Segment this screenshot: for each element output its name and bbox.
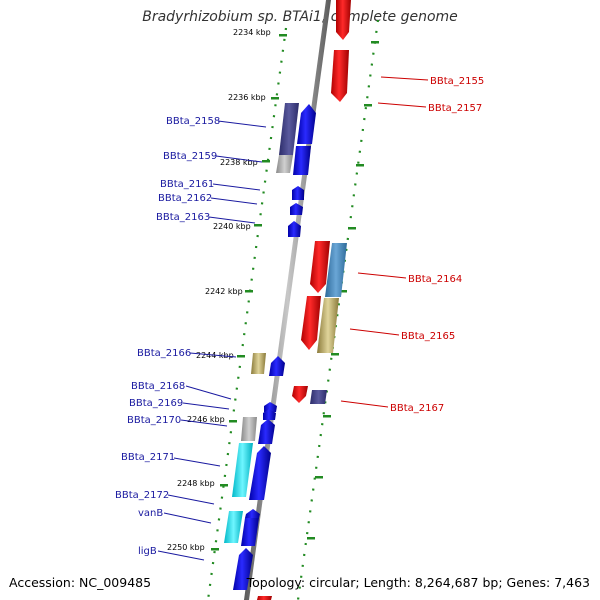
kbp-tick-label: 2242 kbp — [205, 287, 243, 296]
gene-label-bbta-2159: BBta_2159 — [163, 151, 217, 162]
gene-label-bbta-2157: BBta_2157 — [428, 103, 482, 114]
forward-gene[interactable] — [232, 443, 253, 497]
gene-label-bbta-2155: BBta_2155 — [430, 76, 484, 87]
forward-gene[interactable] — [269, 356, 285, 376]
topology-text: Topology: circular; Length: 8,264,687 bp… — [246, 575, 590, 590]
forward-gene[interactable] — [264, 402, 277, 412]
gene-label-bbta-2170: BBta_2170 — [127, 415, 181, 426]
gene-label-vanb: vanB — [138, 508, 163, 519]
forward-gene[interactable] — [279, 103, 299, 155]
forward-gene[interactable] — [292, 186, 304, 200]
accession-text: Accession: NC_009485 — [9, 575, 152, 590]
kbp-tick-label: 2250 kbp — [167, 543, 205, 552]
gene-label-bbta-2158: BBta_2158 — [166, 116, 220, 127]
reverse-gene[interactable] — [292, 386, 308, 403]
gene-label-bbta-2171: BBta_2171 — [121, 452, 175, 463]
left-ruler-ticks — [211, 34, 287, 551]
right-ruler-ticks — [307, 41, 379, 540]
forward-gene[interactable] — [297, 104, 316, 144]
gene-label-bbta-2169: BBta_2169 — [129, 398, 183, 409]
forward-gene[interactable] — [293, 146, 311, 175]
reverse-gene[interactable] — [325, 243, 347, 297]
gene-label-bbta-2162: BBta_2162 — [158, 193, 212, 204]
gene-label-bbta-2164: BBta_2164 — [408, 274, 462, 285]
forward-gene[interactable] — [241, 417, 257, 441]
gene-label-bbta-2163: BBta_2163 — [156, 212, 210, 223]
forward-gene[interactable] — [290, 203, 303, 215]
kbp-tick-label: 2238 kbp — [220, 158, 258, 167]
reverse-gene[interactable] — [331, 50, 349, 102]
reverse-gene[interactable] — [301, 296, 321, 350]
left-leader-lines — [157, 120, 267, 561]
forward-gene[interactable] — [233, 548, 253, 590]
gene-label-bbta-2165: BBta_2165 — [401, 331, 455, 342]
forward-gene[interactable] — [276, 155, 293, 173]
gene-label-bbta-2161: BBta_2161 — [160, 179, 214, 190]
reverse-gene[interactable] — [310, 390, 327, 404]
kbp-tick-label: 2240 kbp — [213, 222, 251, 231]
forward-gene[interactable] — [224, 511, 243, 543]
gene-label-bbta-2168: BBta_2168 — [131, 381, 185, 392]
right-gene-labels: BBta_2155 BBta_2157 BBta_2164 BBta_2165 … — [390, 76, 484, 414]
gene-label-bbta-2166: BBta_2166 — [137, 348, 191, 359]
forward-gene[interactable] — [241, 518, 259, 546]
forward-gene[interactable] — [263, 409, 276, 420]
right-leader-lines — [340, 76, 429, 408]
kbp-tick-label: 2236 kbp — [228, 93, 266, 102]
gene-label-ligb: ligB — [138, 546, 157, 557]
reverse-gene[interactable] — [257, 596, 272, 600]
kbp-tick-label: 2246 kbp — [187, 415, 225, 424]
forward-gene[interactable] — [245, 509, 260, 518]
forward-gene[interactable] — [288, 221, 301, 237]
gene-label-bbta-2167: BBta_2167 — [390, 403, 444, 414]
gene-label-bbta-2172: BBta_2172 — [115, 490, 169, 501]
kbp-tick-label: 2248 kbp — [177, 479, 215, 488]
kbp-tick-label: 2234 kbp — [233, 28, 271, 37]
reverse-gene[interactable] — [336, 0, 351, 40]
left-gene-labels: BBta_2158 BBta_2159 BBta_2161 BBta_2162 … — [115, 116, 220, 557]
forward-strand-genes — [224, 103, 316, 590]
reverse-strand-genes — [257, 0, 351, 600]
forward-gene[interactable] — [251, 353, 266, 374]
reverse-gene[interactable] — [317, 298, 339, 353]
forward-gene[interactable] — [258, 419, 275, 444]
forward-gene[interactable] — [249, 446, 271, 500]
reverse-gene[interactable] — [310, 241, 330, 293]
